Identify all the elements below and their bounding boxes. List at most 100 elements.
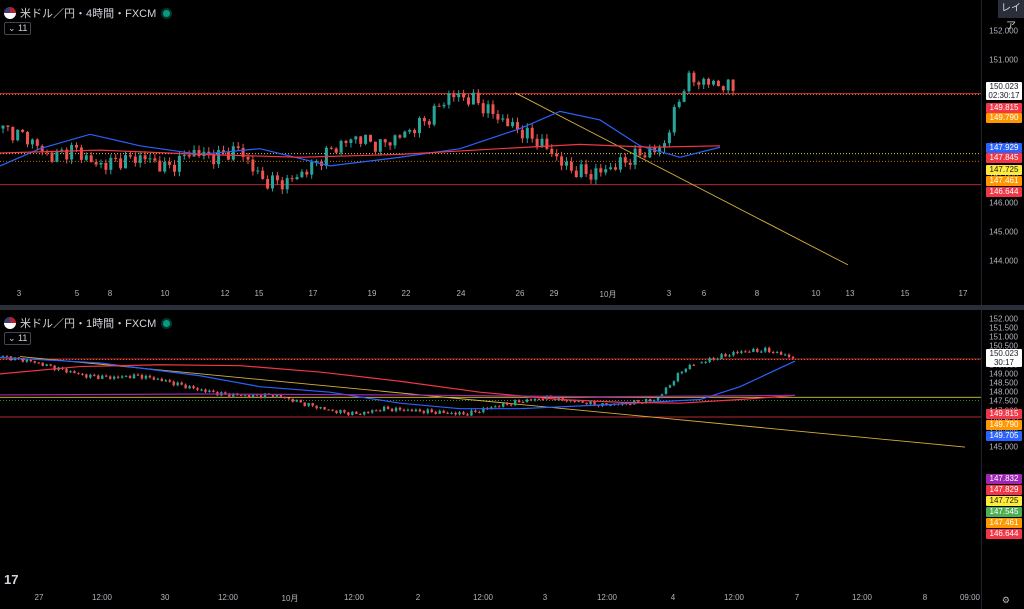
- candle-body: [447, 93, 451, 105]
- price-axis[interactable]: 152.000151.500151.000150.500150.000149.5…: [981, 310, 1024, 609]
- candle-body: [390, 408, 394, 412]
- time-tick: 13: [845, 289, 855, 298]
- candle-body: [454, 412, 457, 415]
- candle-body: [446, 412, 449, 414]
- candle-body: [775, 352, 779, 354]
- candle-body: [295, 177, 299, 180]
- candle-body: [565, 400, 568, 402]
- candle-body: [458, 412, 461, 415]
- chart-pane-1h[interactable]: 米ドル／円・1時間・FXCM ⌄ 11 152.000 151.500 151.00…: [0, 310, 1024, 609]
- candle-body: [369, 134, 372, 142]
- candle-body: [398, 135, 402, 138]
- candle-body: [609, 167, 613, 170]
- candle-body: [287, 397, 291, 399]
- candle-body: [138, 155, 142, 163]
- price-tick: 149.000: [989, 369, 1018, 379]
- time-tick: 17: [958, 289, 968, 298]
- pane-divider[interactable]: [0, 305, 1024, 310]
- candle-body: [676, 373, 680, 382]
- symbol-legend[interactable]: 米ドル／円・1時間・FXCM: [4, 315, 171, 331]
- candle-body: [259, 395, 263, 398]
- time-axis[interactable]: 3 5 8 10 12 15 17 19 22 24 26 29 10月 3 6 8 10 13 15 17: [0, 289, 982, 305]
- candle-body: [721, 86, 725, 91]
- candle-body: [374, 410, 378, 412]
- candle-body: [192, 386, 195, 389]
- candle-body: [637, 400, 640, 403]
- candle-body: [236, 146, 240, 148]
- price-tick: 144.000: [989, 256, 1018, 266]
- candle-body: [394, 407, 398, 412]
- time-tick: 29: [549, 289, 559, 298]
- candle-body: [359, 136, 363, 144]
- candle-body: [164, 380, 167, 382]
- candle-body: [200, 389, 203, 391]
- candle-body: [438, 410, 441, 414]
- price-axis[interactable]: 152.000151.000150.000149.000148.000147.0…: [981, 0, 1024, 305]
- candle-body: [599, 168, 603, 173]
- indicator-toggle[interactable]: ⌄ 11: [4, 22, 32, 35]
- candle-body: [728, 355, 731, 357]
- indicator-toggle[interactable]: ⌄ 11: [4, 332, 32, 345]
- candle-body: [187, 155, 191, 157]
- candle-body: [204, 389, 207, 392]
- candle-body: [614, 167, 617, 170]
- candle-body: [525, 127, 529, 139]
- candle-body: [403, 131, 407, 138]
- candle-body: [355, 411, 358, 414]
- candle-body: [168, 161, 172, 165]
- candle-body: [462, 412, 465, 415]
- candle-body: [707, 78, 711, 85]
- layer-button[interactable]: レイア: [998, 0, 1024, 32]
- candle-body: [79, 147, 83, 160]
- candle-body: [426, 409, 429, 414]
- price-level-label: 147.929: [986, 143, 1022, 153]
- price-chart-1h[interactable]: [0, 310, 982, 593]
- chart-pane-4h[interactable]: 米ドル／円・4時間・FXCM ⌄ 11 レイア 152.000 151.000 15…: [0, 0, 1024, 305]
- time-tick: 10: [160, 289, 170, 298]
- candle-body: [101, 375, 104, 379]
- tradingview-logo[interactable]: 17: [4, 572, 19, 587]
- price-chart-4h[interactable]: [0, 0, 982, 289]
- candle-body: [261, 170, 265, 179]
- candle-body: [787, 354, 791, 357]
- candle-body: [41, 362, 44, 366]
- candle-body: [177, 155, 181, 172]
- candle-body: [418, 409, 422, 412]
- candle-body: [310, 161, 314, 175]
- candle-body: [680, 371, 684, 374]
- candle-body: [457, 93, 461, 98]
- candle-body: [327, 409, 330, 411]
- candle-body: [299, 399, 302, 403]
- candle-body: [413, 129, 417, 134]
- candle-body: [724, 354, 727, 357]
- symbol-title: 米ドル／円・1時間・FXCM: [20, 318, 157, 330]
- candle-body: [247, 395, 251, 398]
- candle-body: [481, 103, 485, 114]
- candle-body: [577, 401, 580, 403]
- candle-body: [520, 129, 524, 139]
- time-tick: 19: [367, 289, 377, 298]
- candle-body: [555, 153, 559, 157]
- price-tick: 145.000: [989, 227, 1018, 237]
- time-tick: 10月: [281, 594, 299, 603]
- current-price: 150.023: [989, 81, 1019, 91]
- candle-body: [560, 156, 564, 166]
- time-tick: 09:00: [959, 593, 981, 602]
- candle-body: [339, 410, 342, 413]
- symbol-legend[interactable]: 米ドル／円・4時間・FXCM: [4, 5, 171, 21]
- candle-body: [648, 147, 652, 158]
- candle-body: [663, 143, 666, 148]
- candle-body: [467, 97, 470, 105]
- candle-body: [549, 395, 553, 399]
- candle-body: [37, 362, 40, 364]
- candle-body: [466, 414, 469, 416]
- settings-gear-icon[interactable]: ⚙: [1001, 595, 1010, 605]
- candle-body: [589, 174, 593, 180]
- time-axis[interactable]: 27 12:00 30 12:00 10月 12:00 2 12:00 3 12:00 4 12:00…: [0, 593, 982, 609]
- candle-body: [280, 180, 284, 190]
- candle-body: [26, 131, 29, 145]
- time-tick: 12:00: [723, 593, 745, 602]
- candle-body: [303, 402, 306, 406]
- candle-body: [128, 376, 132, 379]
- candle-body: [581, 401, 584, 403]
